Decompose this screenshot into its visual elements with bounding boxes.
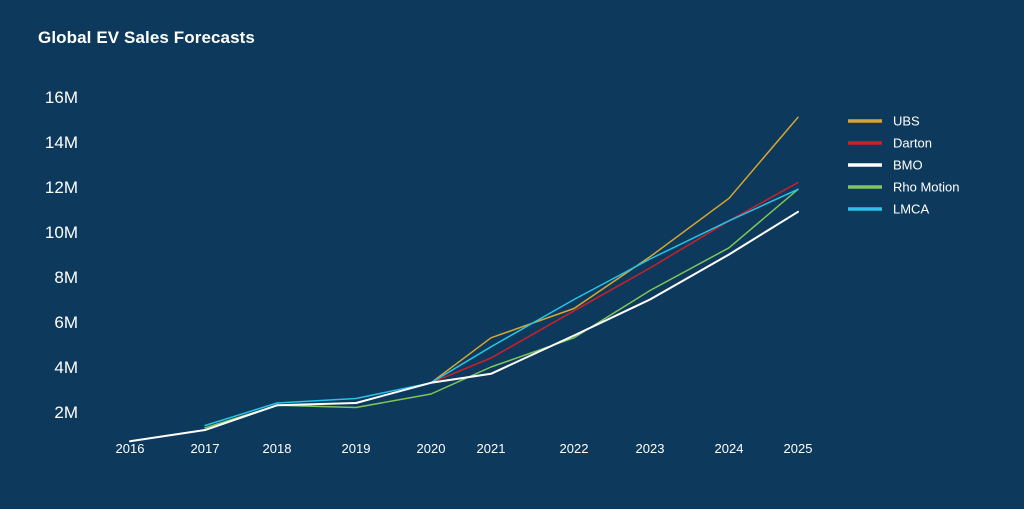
x-tick-label: 2019 <box>342 441 371 456</box>
x-tick-label: 2024 <box>715 441 744 456</box>
y-tick-label: 2M <box>54 403 78 422</box>
series-line-ubs <box>430 116 799 384</box>
legend-label: BMO <box>893 158 923 173</box>
x-tick-label: 2021 <box>477 441 506 456</box>
y-axis-ticks: 2M 4M 6M 8M 10M 12M 14M 16M <box>45 88 78 422</box>
y-tick-label: 10M <box>45 223 78 242</box>
x-tick-label: 2025 <box>784 441 813 456</box>
x-tick-label: 2022 <box>560 441 589 456</box>
series-line-lmca <box>204 188 799 427</box>
x-tick-label: 2017 <box>191 441 220 456</box>
y-tick-label: 4M <box>54 358 78 377</box>
series-line-bmo <box>129 210 799 443</box>
legend-label: UBS <box>893 114 920 129</box>
legend-label: LMCA <box>893 202 929 217</box>
y-tick-label: 14M <box>45 133 78 152</box>
chart-legend: UBS Darton BMO Rho Motion LMCA <box>848 114 959 217</box>
x-tick-label: 2016 <box>116 441 145 456</box>
series-lines <box>129 116 799 443</box>
x-tick-label: 2018 <box>263 441 292 456</box>
x-tick-label: 2020 <box>417 441 446 456</box>
x-tick-label: 2023 <box>636 441 665 456</box>
chart-title: Global EV Sales Forecasts <box>38 28 255 47</box>
y-tick-label: 16M <box>45 88 78 107</box>
legend-label: Rho Motion <box>893 180 959 195</box>
y-tick-label: 12M <box>45 178 78 197</box>
x-axis-ticks: 2016 2017 2018 2019 2020 2021 2022 2023 2024 2025 <box>116 441 813 456</box>
y-tick-label: 6M <box>54 313 78 332</box>
series-line-darton <box>430 181 799 384</box>
legend-label: Darton <box>893 136 932 151</box>
series-line-rho-motion <box>204 188 799 429</box>
y-tick-label: 8M <box>54 268 78 287</box>
